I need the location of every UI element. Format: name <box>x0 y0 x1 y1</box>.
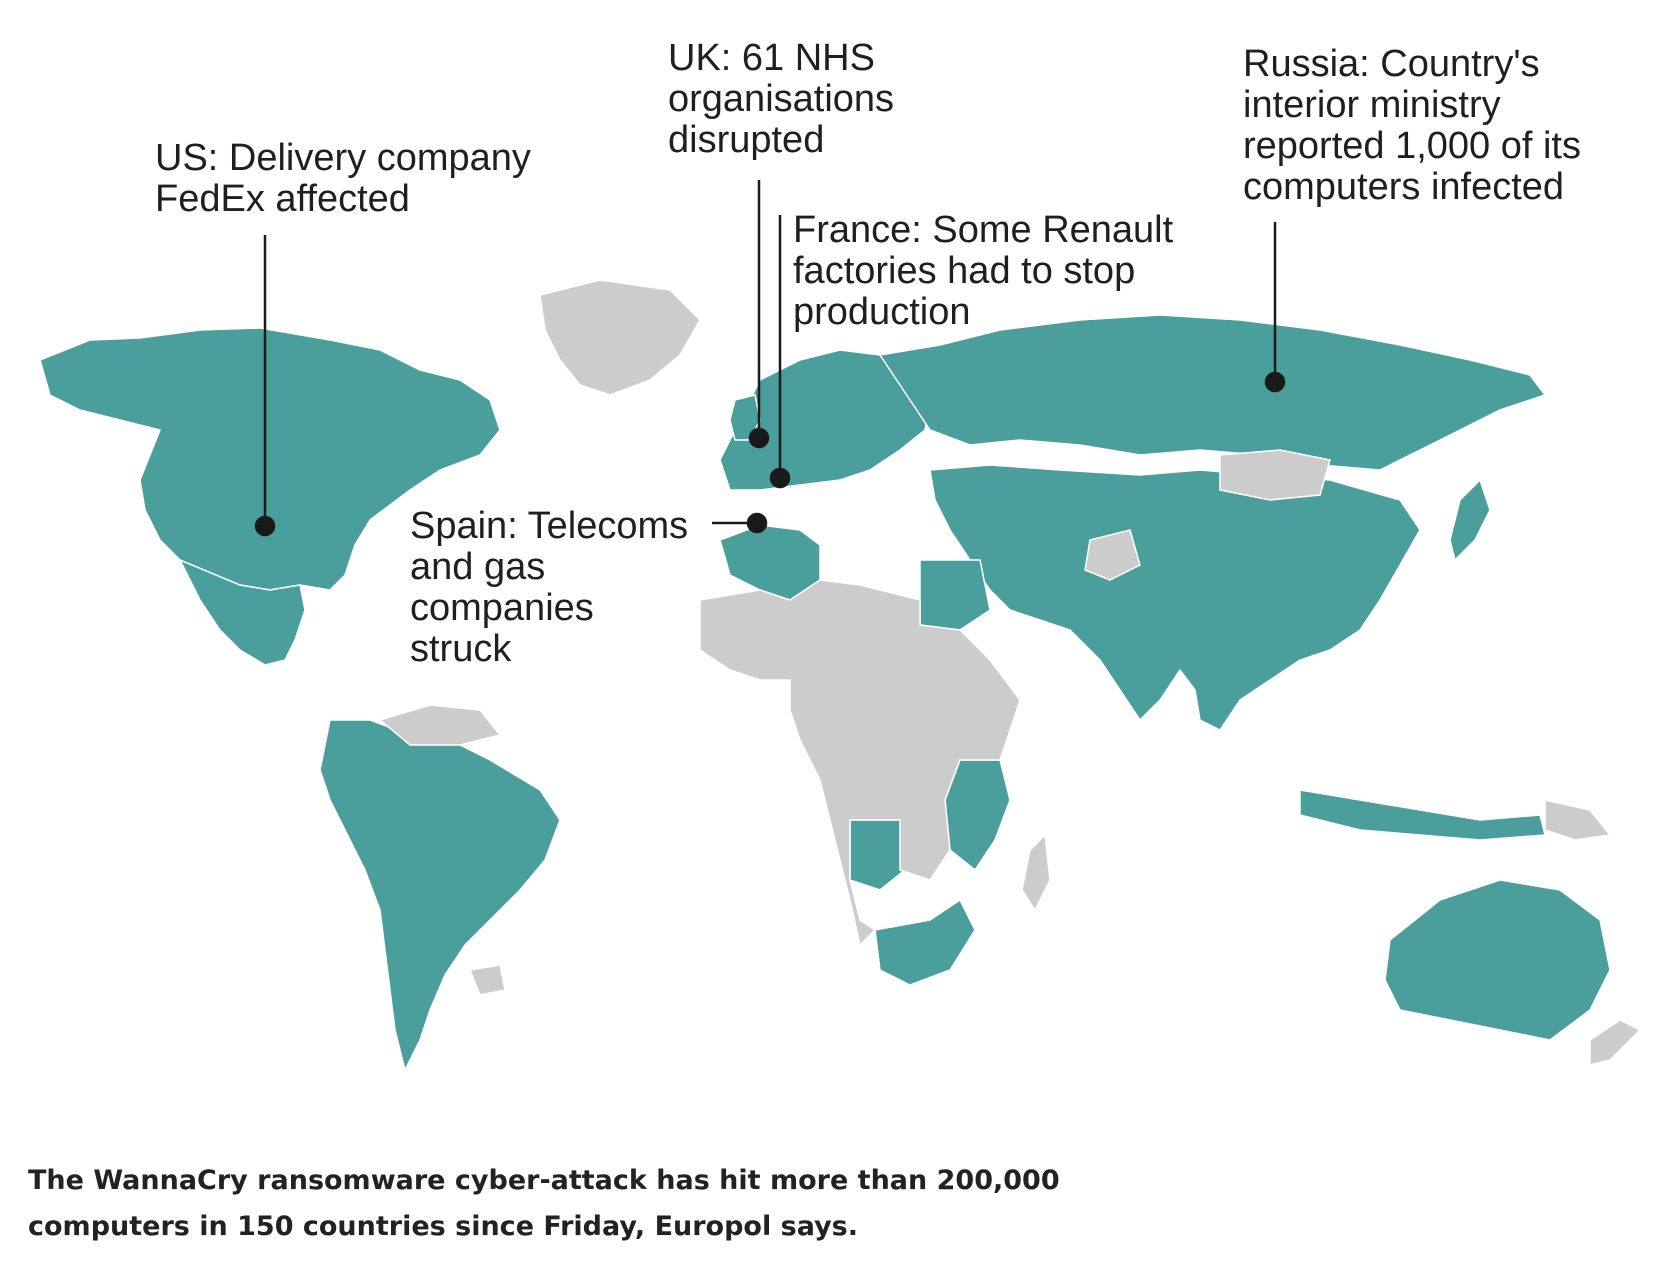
greenland <box>539 279 701 396</box>
unaffected-countries <box>378 279 1642 1066</box>
new-zealand <box>1589 1019 1642 1066</box>
us-marker <box>254 515 276 537</box>
southern-africa <box>874 898 976 986</box>
uruguay <box>468 964 506 996</box>
affected-countries <box>39 314 1611 1073</box>
us-callout: US: Delivery company FedEx affected <box>155 137 531 220</box>
spain-marker <box>746 512 768 534</box>
indonesia <box>1299 789 1546 841</box>
france-callout: France: Some Renault factories had to st… <box>793 209 1174 333</box>
angola <box>849 819 906 891</box>
north-africa-affected <box>719 524 821 601</box>
papua-new-guinea <box>1544 799 1612 841</box>
callout-leaders <box>254 180 1286 537</box>
australia <box>1384 879 1611 1041</box>
russia-callout: Russia: Country's interior ministry repo… <box>1243 43 1581 208</box>
caption: The WannaCry ransomware cyber-attack has… <box>28 1165 1060 1242</box>
africa-unaffected <box>699 579 1021 947</box>
world-map <box>39 180 1642 1073</box>
russia-marker <box>1264 371 1286 393</box>
afghanistan <box>1084 529 1141 581</box>
south-america-landmass <box>319 719 561 1073</box>
mexico <box>178 558 306 666</box>
uk-marker <box>748 427 770 449</box>
east-africa-affected <box>944 759 1011 872</box>
japan <box>1449 478 1491 562</box>
france-marker <box>769 467 791 489</box>
venezuela-region <box>378 704 502 746</box>
mongolia <box>1219 449 1331 501</box>
north-america-landmass <box>39 327 501 591</box>
spain-callout: Spain: Telecoms and gas companies struck <box>410 505 689 670</box>
egypt <box>919 559 991 631</box>
russia <box>878 314 1547 471</box>
madagascar <box>1021 833 1051 912</box>
uk-callout: UK: 61 NHS organisations disrupted <box>668 37 895 161</box>
